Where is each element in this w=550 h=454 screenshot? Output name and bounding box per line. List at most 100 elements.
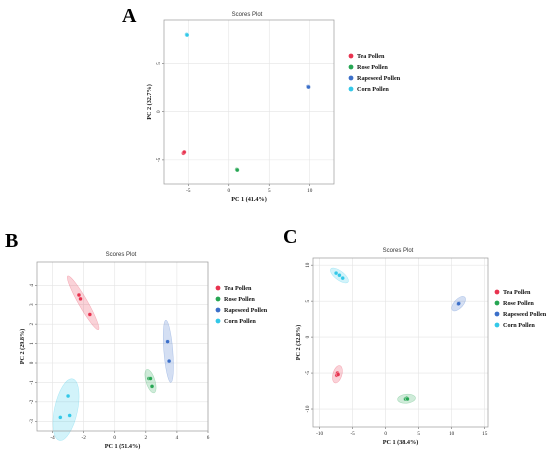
x-tick-label: -2 <box>81 435 86 441</box>
plot-area <box>37 262 208 431</box>
panel-letter: B <box>5 230 18 252</box>
x-tick-label: 10 <box>449 431 455 437</box>
data-point <box>165 339 170 344</box>
x-axis-label: PC 1 (51.4%) <box>105 443 141 450</box>
x-tick-label: 5 <box>417 431 420 437</box>
y-tick-label: 4 <box>29 284 35 287</box>
plot-area <box>164 20 334 184</box>
data-point <box>340 275 345 281</box>
x-tick-label: 0 <box>384 431 387 437</box>
data-point <box>67 413 72 418</box>
x-tick-label: -4 <box>50 435 55 441</box>
x-tick-label: 0 <box>113 435 116 441</box>
legend-marker <box>215 307 221 313</box>
x-tick-label: 15 <box>482 431 488 437</box>
x-axis-label: PC 1 (38.4%) <box>383 439 419 446</box>
y-tick-label: 1 <box>29 342 35 345</box>
legend-marker <box>348 75 354 81</box>
panel-c: C Scores Plot -10 -5 0 5 10 15 -10 -5 0 5 10 PC 1 (38… <box>283 226 547 446</box>
legend-label: Tea Pollen <box>357 53 385 60</box>
legend-marker <box>215 285 221 291</box>
chart-title: Scores Plot <box>232 12 263 18</box>
data-point <box>405 396 410 402</box>
legend: Tea Pollen Rose Pollen Rapeseed Pollen Corn… <box>494 289 547 329</box>
x-tick-label: -5 <box>350 431 355 437</box>
y-tick-label: -10 <box>305 405 311 412</box>
legend-label: Corn Pollen <box>224 318 256 325</box>
data-point <box>65 393 71 399</box>
data-point <box>149 384 155 389</box>
data-point <box>306 84 311 90</box>
legend-label: Rose Pollen <box>503 300 534 307</box>
legend-marker <box>348 64 354 70</box>
data-point <box>58 415 63 420</box>
data-point <box>166 358 172 364</box>
legend-label: Tea Pollen <box>224 285 252 292</box>
data-point <box>335 372 341 377</box>
data-point <box>333 270 339 276</box>
legend-marker <box>494 311 500 317</box>
x-axis-label: PC 1 (41.4%) <box>231 196 267 203</box>
legend-label: Rapeseed Pollen <box>503 311 547 318</box>
y-tick-label: -2 <box>29 399 35 404</box>
legend-label: Tea Pollen <box>503 289 531 296</box>
legend-marker <box>494 322 500 328</box>
chart-title: Scores Plot <box>106 252 137 258</box>
legend: Tea Pollen Rose Pollen Rapeseed Pollen Corn… <box>215 285 268 325</box>
y-tick-label: 3 <box>29 303 35 306</box>
y-axis-label: PC 2 (32.8%) <box>295 325 302 361</box>
panel-b: B Scores Plot -4 -2 0 2 4 6 -3 -2 -1 0 1 2 3 4 PC 1 (51.… <box>5 230 268 450</box>
confidence-ellipse <box>52 378 80 441</box>
panel-letter: C <box>283 226 297 248</box>
confidence-ellipse <box>162 320 174 383</box>
y-tick-label: 5 <box>156 62 162 65</box>
plot-area <box>313 258 488 427</box>
legend-marker <box>348 53 354 59</box>
plot-frame <box>312 257 489 428</box>
x-tick-label: 4 <box>176 435 179 441</box>
legend-label: Corn Pollen <box>503 322 535 329</box>
legend-label: Rose Pollen <box>224 296 255 303</box>
legend-label: Rapeseed Pollen <box>357 75 401 82</box>
y-axis-label: PC 2 (29.8%) <box>19 329 26 365</box>
data-point <box>78 296 83 302</box>
data-point <box>184 32 190 38</box>
legend-marker <box>215 318 221 324</box>
legend: Tea Pollen Rose Pollen Rapeseed Pollen Corn… <box>348 53 401 93</box>
y-tick-label: -3 <box>29 419 35 424</box>
data-point <box>87 312 93 317</box>
data-point <box>148 376 153 381</box>
y-tick-label: 0 <box>156 110 162 113</box>
plot-frame <box>163 19 335 185</box>
y-tick-label: -5 <box>156 157 162 162</box>
y-tick-label: 5 <box>305 299 311 302</box>
y-tick-label: -5 <box>305 371 311 376</box>
x-tick-label: 2 <box>145 435 148 441</box>
confidence-ellipse <box>67 275 100 330</box>
x-tick-label: 5 <box>268 188 271 194</box>
x-tick-label: -5 <box>186 188 191 194</box>
legend-marker <box>215 296 221 302</box>
y-tick-label: 0 <box>29 361 35 364</box>
data-point <box>235 167 240 173</box>
data-point <box>182 150 187 155</box>
data-point <box>337 273 342 278</box>
chart-title: Scores Plot <box>383 248 414 254</box>
panel-letter: A <box>122 5 137 27</box>
y-axis-label: PC 2 (32.7%) <box>146 84 153 120</box>
plot-frame <box>36 261 209 432</box>
y-tick-label: -1 <box>29 380 35 385</box>
x-tick-label: 10 <box>307 188 313 194</box>
legend-label: Rapeseed Pollen <box>224 307 268 314</box>
legend-marker <box>494 289 500 295</box>
data-point <box>456 301 461 306</box>
legend-label: Rose Pollen <box>357 64 388 71</box>
y-tick-label: 0 <box>305 335 311 338</box>
legend-marker <box>494 300 500 306</box>
legend-label: Corn Pollen <box>357 86 389 93</box>
data-point <box>76 292 82 298</box>
x-tick-label: 6 <box>207 435 210 441</box>
y-tick-label: 10 <box>305 262 311 268</box>
